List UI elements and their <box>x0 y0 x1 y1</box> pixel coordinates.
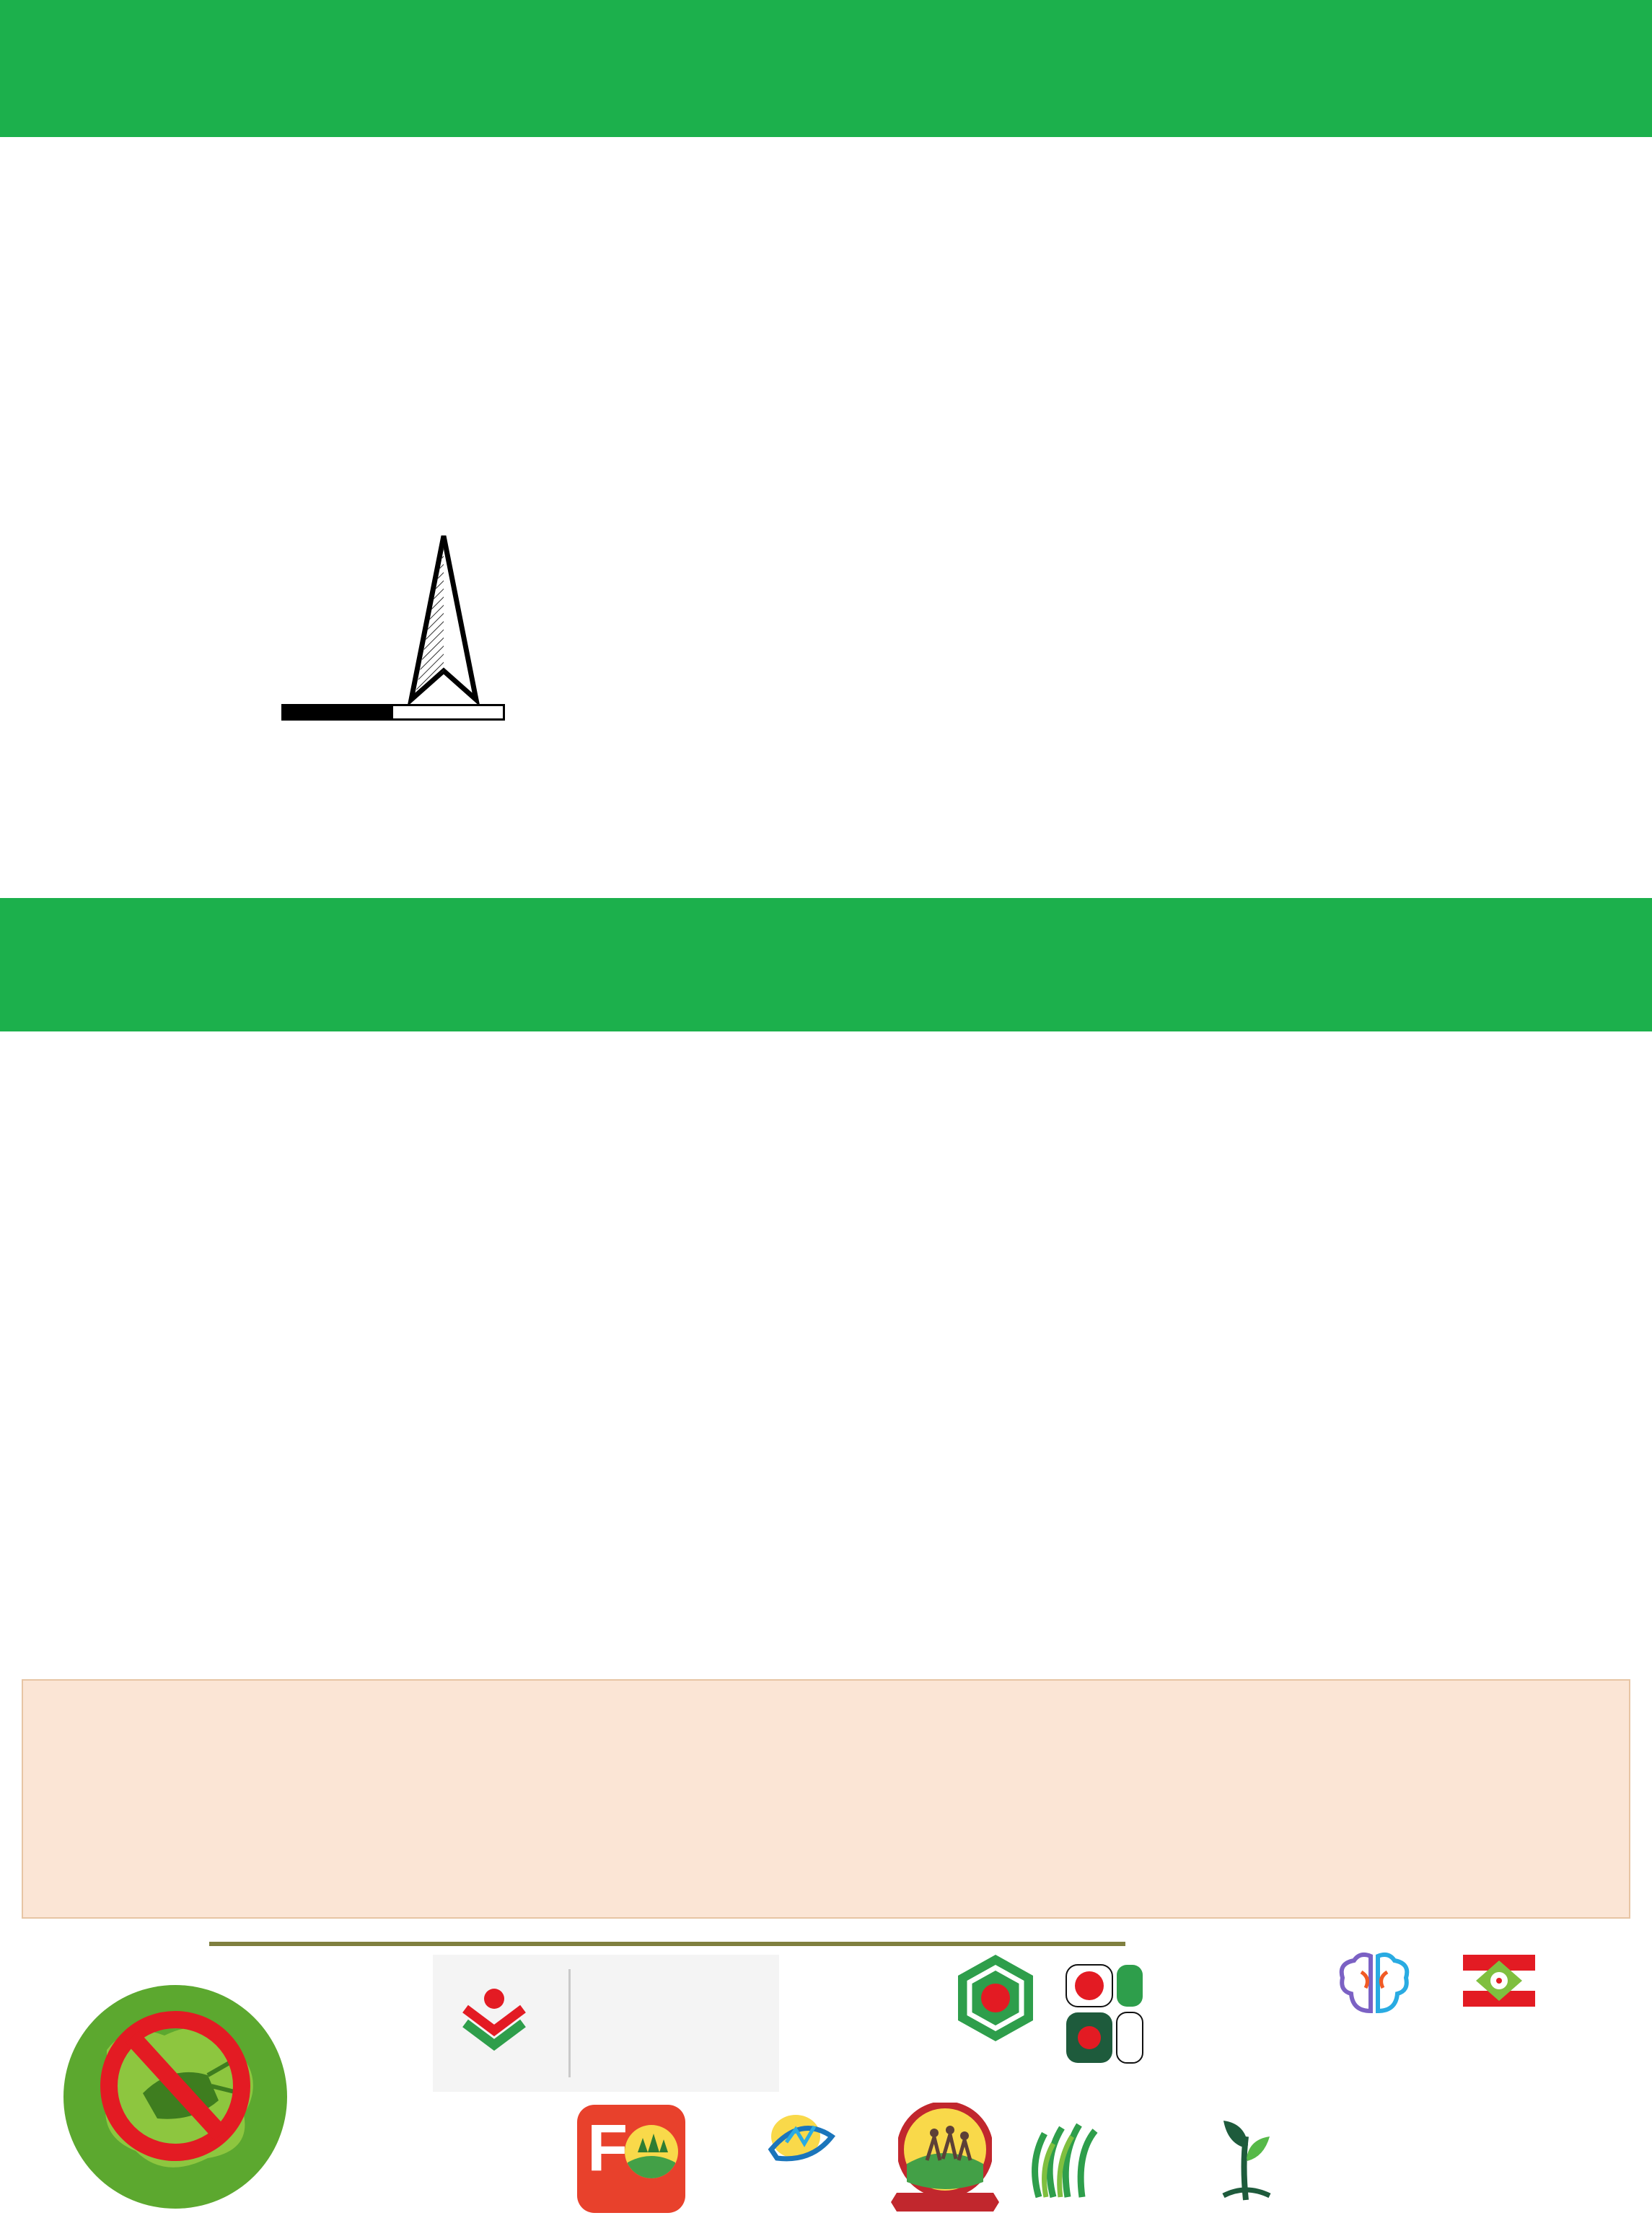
epagri-cepaf-logo <box>433 1955 779 2092</box>
ocesc-icon <box>768 2115 836 2162</box>
epagri-50-anos-logo <box>792 1955 929 2099</box>
fecoagro-logo: F <box>577 2105 685 2213</box>
fecoagro-badge-icon <box>625 2125 678 2178</box>
map-scalebar <box>281 700 505 721</box>
scalebar-bar <box>281 704 505 721</box>
cidasc-hexagon-icon <box>958 1955 1033 2041</box>
trap-legend <box>35 498 482 511</box>
faesc-grass-icon <box>1032 2123 1098 2199</box>
faesc-logo <box>1024 2112 1112 2199</box>
fetaesc-logo <box>891 2101 999 2218</box>
fapesc-brain-icon <box>1339 1953 1410 2014</box>
udesc-logo <box>1060 1960 1157 2069</box>
map-week32-pcr <box>4 1112 819 1642</box>
banner-infection <box>0 898 1652 1031</box>
epagri-plant-icon <box>462 1988 526 2051</box>
map-week33-pcr <box>831 1112 1646 1642</box>
map-week33-populations <box>0 137 1104 855</box>
pcr-section <box>0 1031 1652 1666</box>
croplife-logo <box>1206 2115 1278 2201</box>
udesc-icon <box>1066 1964 1143 2064</box>
banner-populations <box>0 0 1652 137</box>
ocesc-logo <box>729 2108 873 2185</box>
programa-monitora-milho-logo <box>63 1985 287 2209</box>
sc-flag-icon <box>1463 1955 1535 2007</box>
fetaesc-ribbon <box>891 2193 999 2212</box>
week-panel <box>1111 153 1645 206</box>
cidasc-logo <box>938 1952 1053 2054</box>
footer-logos: F <box>0 1919 1652 2213</box>
fetaesc-emblem-icon <box>897 2101 993 2198</box>
footer-divider <box>209 1942 1125 1946</box>
north-arrow-icon <box>407 535 480 707</box>
croplife-plant-icon <box>1222 2121 1271 2201</box>
population-section <box>0 137 1652 898</box>
recommendations-box <box>22 1679 1630 1919</box>
fapesc-logo <box>1299 1950 1450 2055</box>
weekly-average-chart <box>1023 456 1652 863</box>
governo-sc-logo <box>1463 1955 1544 2007</box>
